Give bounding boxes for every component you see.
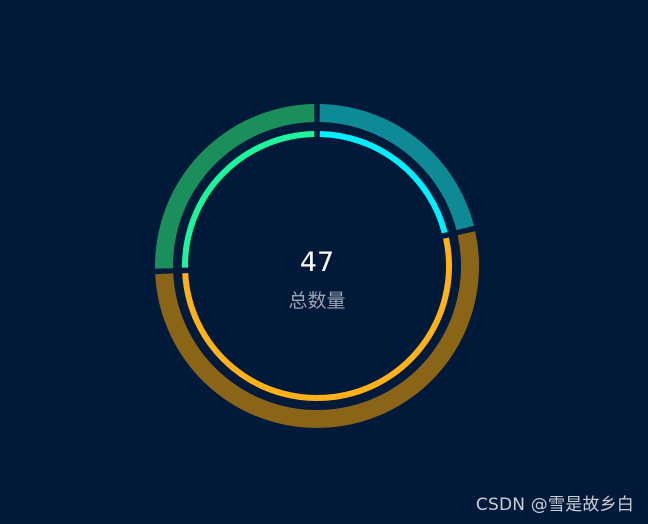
outer-ring-segment-2 (155, 231, 479, 428)
outer-ring-segment-1 (319, 104, 474, 231)
outer-ring (155, 104, 479, 428)
outer-ring-segment-3 (155, 104, 315, 269)
center-total-label: 总数量 (288, 290, 345, 312)
inner-ring-segment-3 (182, 131, 315, 268)
center-total-value: 47 (300, 247, 334, 278)
inner-ring (182, 131, 453, 402)
inner-ring-segment-2 (182, 237, 453, 402)
watermark: CSDN @雪是故乡白 (475, 495, 634, 515)
inner-ring-segment-1 (319, 131, 448, 234)
